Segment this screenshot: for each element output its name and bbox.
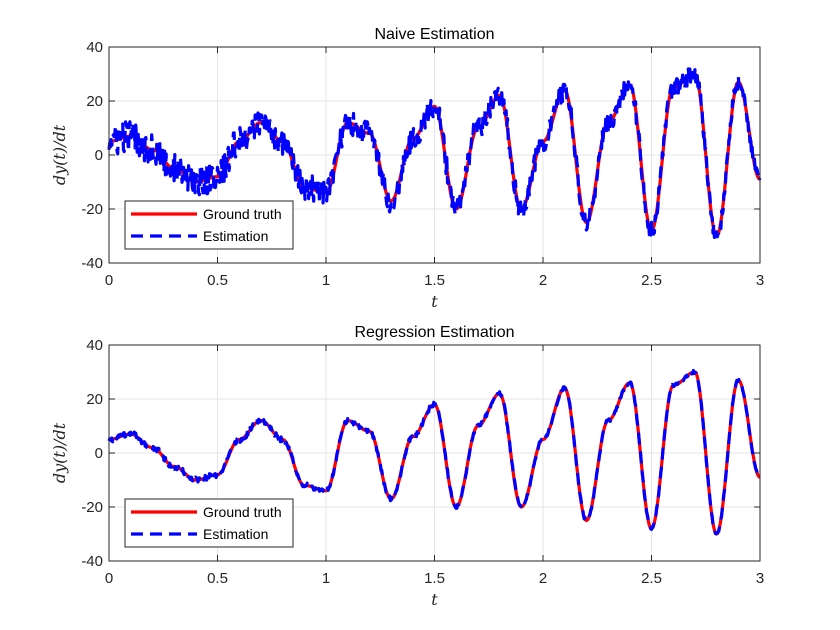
x-tick-label: 3	[756, 570, 764, 587]
series-line-estimation	[107, 67, 762, 240]
series-line-estimation	[107, 368, 762, 536]
x-tick-label: 0.5	[207, 570, 228, 587]
y-tick-label: 20	[86, 93, 103, 110]
legend: Ground truth Estimation	[124, 498, 294, 548]
y-tick-label: -40	[81, 255, 103, 272]
legend-label: Estimation	[203, 228, 268, 244]
y-tick-label: 40	[86, 337, 103, 354]
x-tick-label: 3	[756, 272, 764, 289]
x-tick-label: 1	[322, 570, 330, 587]
y-tick-label: 0	[95, 147, 103, 164]
y-tick-label: -20	[81, 201, 103, 218]
x-tick-label: 0.5	[207, 272, 228, 289]
x-tick-label: 1.5	[424, 570, 445, 587]
y-tick-label: -20	[81, 499, 103, 516]
y-axis-label: dy(t)/dt	[50, 124, 69, 185]
y-tick-label: -40	[81, 553, 103, 570]
x-axis-label: t	[431, 292, 438, 311]
chart-title: Naive Estimation	[374, 26, 494, 43]
x-tick-label: 1	[322, 272, 330, 289]
x-tick-label: 0	[105, 272, 113, 289]
x-tick-label: 2.5	[641, 570, 662, 587]
chart-panel-1: 0 0.5 1 1.5 2 2.5 3 40 20 0 -20 -40 Naive Estimation…	[50, 26, 764, 311]
x-tick-label: 2	[539, 570, 547, 587]
legend-label: Ground truth	[203, 206, 282, 222]
x-tick-label: 2.5	[641, 272, 662, 289]
y-tick-label: 0	[95, 445, 103, 462]
x-tick-label: 2	[539, 272, 547, 289]
y-tick-label: 40	[86, 39, 103, 56]
x-tick-label: 0	[105, 570, 113, 587]
x-tick-label: 1.5	[424, 272, 445, 289]
x-axis-label: t	[431, 590, 438, 609]
legend: Ground truth Estimation	[124, 200, 294, 250]
y-axis-label: dy(t)/dt	[50, 422, 69, 483]
legend-label: Ground truth	[203, 504, 282, 520]
y-tick-label: 20	[86, 391, 103, 408]
legend-box	[124, 200, 294, 250]
chart-title: Regression Estimation	[354, 324, 514, 341]
legend-box	[124, 498, 294, 548]
legend-label: Estimation	[203, 526, 268, 542]
chart-panel-2: 0 0.5 1 1.5 2 2.5 3 40 20 0 -20 -40 Regression Estim…	[50, 324, 764, 609]
